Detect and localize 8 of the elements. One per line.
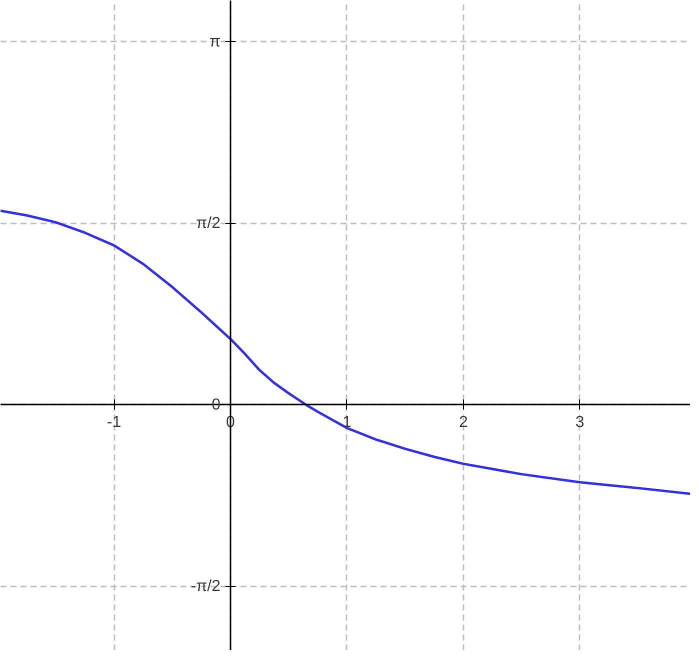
x-tick-label: 1 (342, 414, 352, 431)
x-tick-label: 2 (458, 414, 468, 431)
y-tick-label: -π/2 (190, 578, 221, 595)
line-series (0, 210, 690, 496)
x-tick-label: -1 (106, 414, 122, 431)
y-tick-label: π/2 (196, 214, 221, 232)
y-tick-label: π (209, 33, 221, 50)
x-tick-label: 3 (575, 414, 584, 431)
